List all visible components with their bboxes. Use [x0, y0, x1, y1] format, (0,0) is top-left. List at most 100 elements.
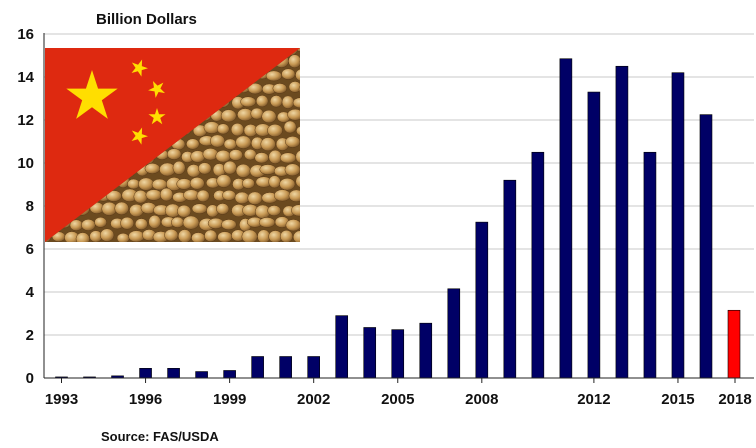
soybean — [228, 149, 243, 161]
soybean — [247, 191, 263, 205]
soybean — [234, 191, 250, 205]
soybean — [204, 229, 218, 242]
soybean — [301, 192, 315, 204]
soybean — [191, 232, 206, 242]
soybean — [216, 203, 230, 215]
soybean — [260, 137, 276, 152]
flag-star — [131, 59, 148, 77]
x-tick-label: 2008 — [465, 391, 498, 408]
source-label: Source: FAS/USDA — [101, 429, 219, 444]
flag-star — [148, 108, 166, 125]
soybean — [114, 201, 129, 216]
soybean — [177, 204, 192, 218]
soybean — [217, 231, 233, 242]
soybean — [209, 134, 226, 148]
soybean — [159, 187, 174, 202]
soybean — [298, 82, 300, 97]
y-tick-label: 14 — [17, 69, 34, 86]
soybean — [216, 174, 232, 188]
y-tick-label: 16 — [17, 26, 34, 43]
bar: 2004: 2.35 — [363, 327, 377, 379]
soybean — [267, 123, 283, 138]
soybean — [284, 163, 300, 177]
soybean — [292, 97, 300, 109]
soybean — [288, 81, 300, 93]
bar: 2005: 2.25 — [391, 329, 405, 379]
bar: 1996: 0.45 — [139, 368, 152, 379]
soybean — [296, 125, 300, 137]
soybean — [283, 120, 297, 134]
soybean — [279, 229, 294, 242]
y-tick-label: 10 — [17, 155, 34, 172]
x-tick-label: 2018 — [718, 391, 751, 408]
soybean — [223, 160, 237, 175]
x-axis-ticks: 1993 1996 1999 2002 2005 2008 2012 2015 2018 — [45, 378, 752, 408]
soybean — [254, 152, 269, 164]
soybean — [120, 216, 135, 230]
soybean — [220, 109, 237, 123]
soybean — [300, 108, 313, 121]
flag-star — [148, 80, 166, 98]
y-tick-label: 4 — [26, 284, 35, 301]
soybean — [302, 217, 316, 228]
x-tick-label: 2012 — [577, 391, 610, 408]
bar: 2002: 1 — [307, 356, 320, 379]
soybean — [190, 150, 206, 163]
soybean — [240, 96, 257, 108]
soybean — [81, 219, 96, 231]
soybean — [272, 83, 288, 94]
flag-star — [131, 127, 148, 145]
soybean — [281, 68, 296, 80]
bar: 2007: 4.15 — [447, 288, 461, 379]
soybean — [99, 228, 115, 242]
soybean — [269, 95, 283, 108]
soybean — [279, 177, 296, 191]
soybean — [182, 215, 200, 230]
bar: 1998: 0.3 — [195, 371, 208, 379]
y-tick-label: 2 — [26, 327, 34, 344]
soybean — [292, 230, 300, 242]
soybean — [299, 55, 300, 68]
flag-stars — [66, 59, 166, 145]
bar: 2009: 9.2 — [503, 179, 517, 379]
soybean — [230, 122, 245, 137]
soybean — [94, 216, 107, 228]
soybean — [128, 230, 145, 242]
y-axis-ticks: 0 2 4 6 8 10 12 14 16 — [17, 26, 34, 387]
soybean — [265, 70, 283, 82]
soybean — [299, 164, 300, 179]
soybean — [191, 203, 208, 214]
bar: 1997: 0.45 — [167, 368, 180, 379]
china-flag-soybeans-image — [45, 48, 316, 242]
soybean — [235, 135, 252, 149]
flag-star — [66, 70, 118, 119]
soybean — [198, 162, 212, 175]
soybean — [215, 149, 231, 163]
soybean — [281, 95, 295, 109]
soybean — [216, 123, 230, 135]
soybean — [116, 232, 130, 242]
soybean — [295, 68, 300, 82]
bar: 2012: 13.3 — [587, 91, 601, 379]
soybean — [241, 229, 258, 242]
soybean — [235, 163, 251, 178]
soybean — [134, 218, 148, 230]
soybean — [257, 229, 271, 242]
soybean — [279, 152, 297, 164]
soybean — [148, 214, 162, 229]
soybean — [138, 177, 155, 191]
soybean — [127, 178, 141, 190]
soybean — [288, 54, 300, 69]
bar: 2010: 10.5 — [531, 151, 545, 379]
bar: 2008: 7.25 — [475, 221, 489, 379]
bars: 1993: 0.051994: 0.051995: 0.11996: 0.451… — [55, 58, 741, 379]
y-tick-label: 12 — [17, 112, 34, 129]
bar: 2000: 1 — [251, 356, 264, 379]
bar-highlighted: 2017: 3.15 — [727, 309, 741, 379]
soybean — [258, 217, 276, 228]
bar: 2013: 14.5 — [615, 65, 629, 379]
soybean — [250, 107, 264, 120]
y-unit-label: Billion Dollars — [96, 11, 197, 28]
